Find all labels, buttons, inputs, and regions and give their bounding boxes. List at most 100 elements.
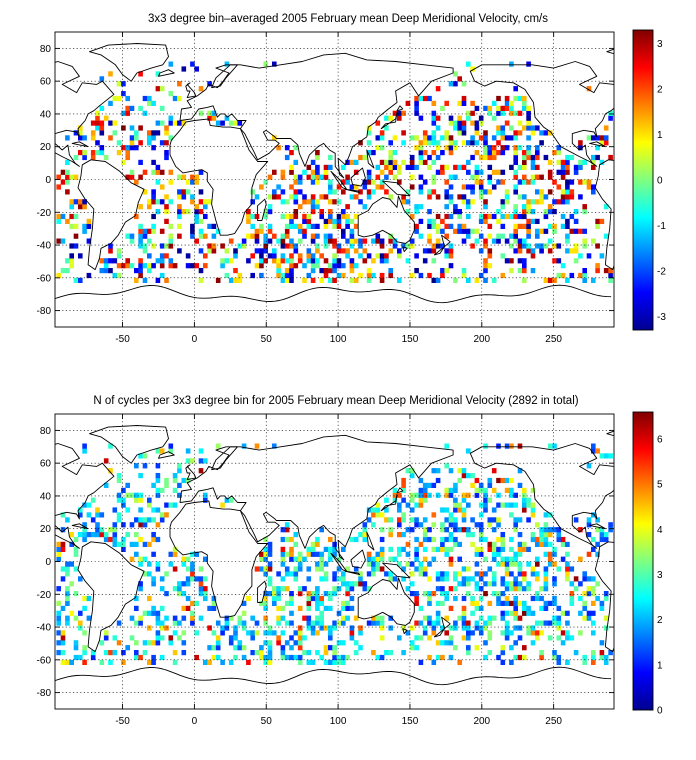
bin-cell [297,640,303,646]
bin-cell [99,258,105,264]
bin-cell [427,561,432,567]
bin-cell [440,507,445,513]
bin-cell [392,556,398,562]
bin-cell [181,640,187,646]
counts-gridlines [55,414,653,711]
bin-cell [474,605,480,611]
bin-cell [522,600,527,606]
bin-cell [453,522,458,528]
bin-cell [491,277,497,283]
bin-cell [349,238,355,244]
bin-cell [388,248,393,254]
bin-cell [353,159,359,165]
bin-cell [530,218,536,224]
bin-cell [405,561,411,567]
bin-cell [272,135,277,141]
bin-cell [138,272,143,279]
bin-cell [466,591,471,597]
bin-cell [470,243,475,249]
bin-cell [595,595,600,602]
bin-cell [435,615,441,621]
bin-cell [289,635,294,641]
bin-cell [496,591,501,597]
bin-cell [336,258,342,264]
bin-cell [332,551,337,557]
bin-cell [483,507,488,513]
bin-cell [539,595,544,602]
bin-cell [440,586,445,592]
bin-cell [422,571,428,577]
bin-cell [470,630,475,636]
bin-cell [517,194,523,200]
bin-cell [491,154,497,161]
bin-cell [297,561,303,567]
bin-cell [332,650,337,656]
bin-cell [323,561,329,567]
bin-cell [332,576,337,582]
bin-cell [224,115,230,121]
bin-cell [379,615,385,621]
bin-cell [466,645,471,651]
bin-cell [362,154,368,161]
bin-cell [384,517,389,523]
bin-cell [259,654,264,661]
bin-cell [483,556,488,562]
bin-cell [509,561,514,567]
coastline [344,570,361,576]
bin-cell [69,561,74,567]
bin-cell [478,194,484,200]
bin-cell [215,120,221,126]
bin-cell [134,551,139,557]
bin-cell [483,620,488,626]
bin-cell [138,71,143,77]
bin-cell [414,556,419,562]
bin-cell [379,238,385,244]
bin-cell [470,120,475,126]
bin-cell [233,248,238,254]
bin-cell [263,209,268,215]
bin-cell [582,204,587,210]
bin-cell [315,551,320,557]
bin-cell [138,268,143,274]
bin-cell [134,620,139,626]
bin-cell [379,159,385,165]
bin-cell [526,497,531,503]
bin-cell [280,253,286,259]
bin-cell [310,223,316,229]
bin-cell [319,556,324,562]
bin-cell [366,556,372,562]
bin-cell [427,536,432,543]
bin-cell [504,571,510,577]
bin-cell [341,615,346,621]
bin-cell [151,576,156,582]
bin-cell [560,189,566,195]
bin-cell [315,164,320,170]
bin-cell [565,277,570,283]
bin-cell [375,654,381,661]
bin-cell [496,218,501,224]
bin-cell [591,277,596,283]
bin-cell [82,448,87,454]
bin-cell [582,243,587,249]
bin-cell [448,140,454,146]
bin-cell [328,551,333,557]
bin-cell [397,110,402,116]
bin-cell [539,189,544,195]
bin-cell [522,204,527,210]
bin-cell [483,199,488,205]
bin-cell [448,586,454,592]
bin-cell [194,654,199,661]
bin-cell [203,576,208,582]
bin-cell [172,630,178,636]
bin-cell [65,586,70,592]
bin-cell [108,659,113,665]
bin-cell [539,228,544,234]
bin-cell [513,517,518,523]
bin-cell [522,174,527,180]
bin-cell [267,566,273,572]
bin-cell [280,605,286,611]
bin-cell [284,213,290,220]
bin-cell [228,258,234,264]
bin-cell [78,125,83,131]
bin-cell [603,591,609,597]
